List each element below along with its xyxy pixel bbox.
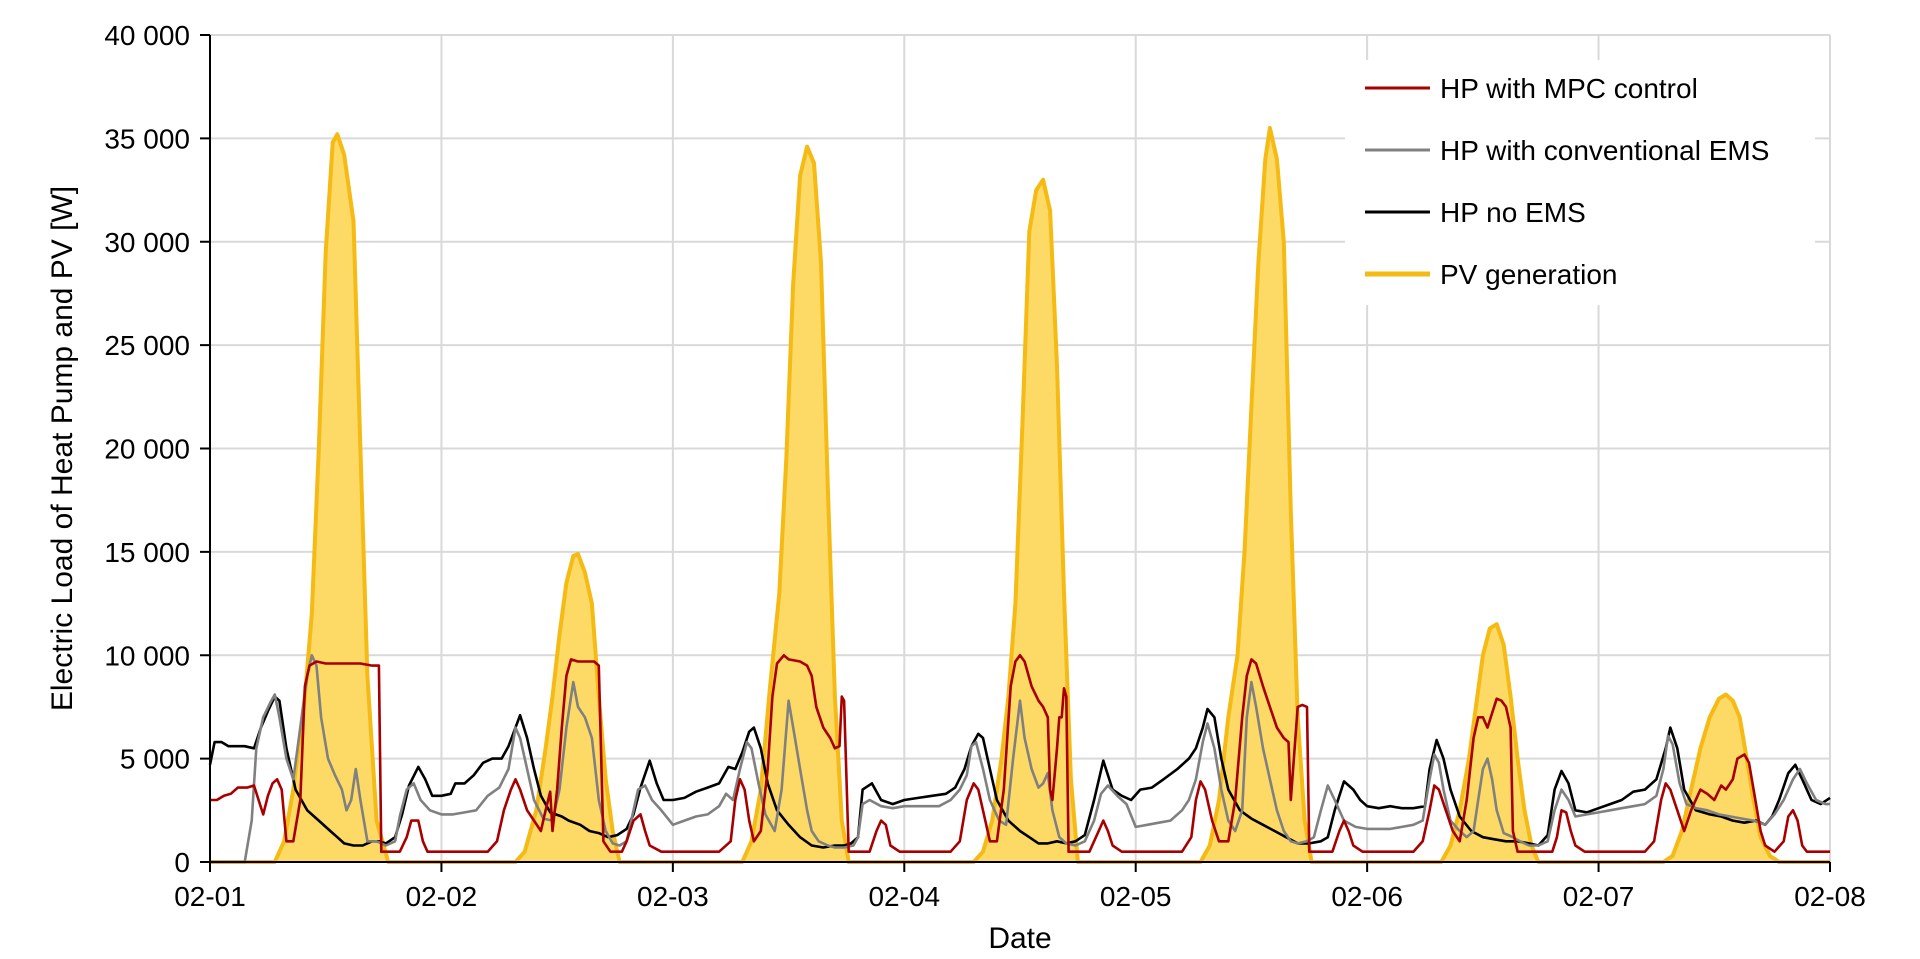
series-line-pv xyxy=(210,126,1830,864)
x-tick-label-2: 02-03 xyxy=(637,881,709,912)
series-line-mpc xyxy=(210,653,1830,854)
legend-label-conv_ems: HP with conventional EMS xyxy=(1440,135,1769,166)
x-tick-label-7: 02-08 xyxy=(1794,881,1866,912)
y-tick-label-3: 15 000 xyxy=(104,537,190,568)
x-tick-label-5: 02-06 xyxy=(1331,881,1403,912)
y-tick-label-0: 0 xyxy=(174,847,190,878)
y-tick-label-4: 20 000 xyxy=(104,434,190,465)
x-tick-label-6: 02-07 xyxy=(1563,881,1635,912)
legend: HP with MPC control HP with conventional … xyxy=(1345,60,1815,305)
axes: 0 5 000 10 000 15 000 20 000 25 000 30 000 35 0… xyxy=(104,20,1865,912)
y-tick-label-1: 5 000 xyxy=(120,744,190,775)
legend-label-pv: PV generation xyxy=(1440,259,1617,290)
x-axis-title: Date xyxy=(988,922,1051,955)
legend-label-mpc: HP with MPC control xyxy=(1440,73,1698,104)
series-line-conv_ems xyxy=(210,653,1830,864)
gridlines xyxy=(210,34,1831,862)
x-tick-label-0: 02-01 xyxy=(174,881,246,912)
y-tick-label-7: 35 000 xyxy=(104,123,190,154)
y-tick-label-6: 30 000 xyxy=(104,227,190,258)
series-line-no_ems xyxy=(208,695,1831,849)
legend-label-no_ems: HP no EMS xyxy=(1440,197,1586,228)
y-tick-label-2: 10 000 xyxy=(104,640,190,671)
plot-area xyxy=(208,126,1831,864)
x-tick-label-1: 02-02 xyxy=(406,881,478,912)
legend-box xyxy=(1345,60,1815,305)
x-tick-label-3: 02-04 xyxy=(868,881,940,912)
y-axis-title: Electric Load of Heat Pump and PV [W] xyxy=(46,186,79,711)
y-tick-label-5: 25 000 xyxy=(104,330,190,361)
y-tick-label-8: 40 000 xyxy=(104,20,190,51)
x-tick-label-4: 02-05 xyxy=(1100,881,1172,912)
